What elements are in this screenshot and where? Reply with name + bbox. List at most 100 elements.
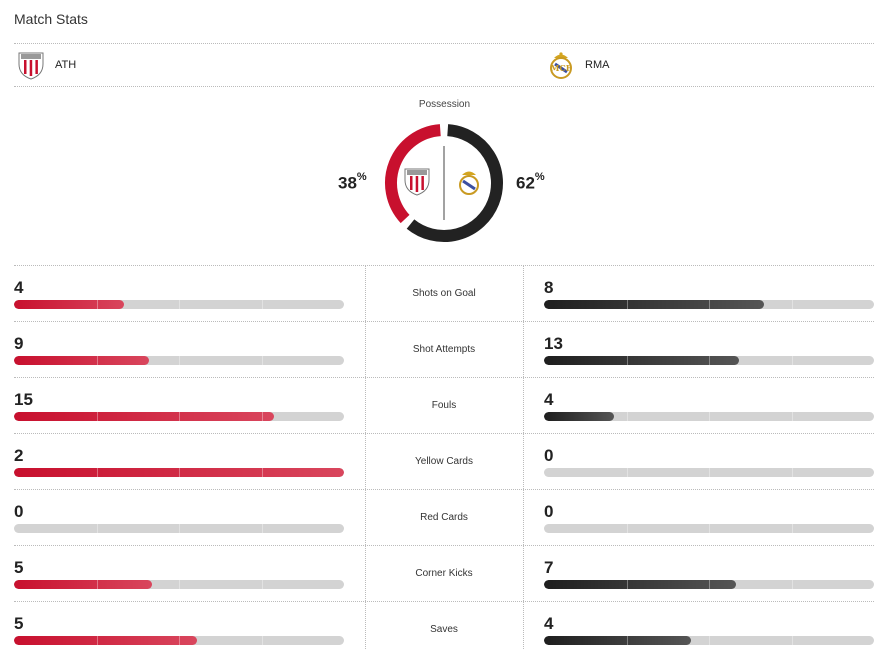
bar-tick <box>179 636 180 645</box>
divider <box>14 43 874 44</box>
bar-tick <box>709 636 710 645</box>
away-team-abbr: RMA <box>585 59 610 71</box>
bar-tick <box>627 524 628 533</box>
bar-tick <box>97 412 98 421</box>
stat-row: 5 Saves 4 <box>14 602 874 658</box>
home-stat-value: 9 <box>14 334 24 353</box>
stat-row: 9 Shot Attempts 13 <box>14 322 874 378</box>
bar-tick <box>179 580 180 589</box>
stat-label: Corner Kicks <box>415 568 473 579</box>
home-stat-bar <box>14 300 344 309</box>
home-stat-bar <box>14 524 344 533</box>
home-stat-value: 5 <box>14 614 24 633</box>
bar-tick <box>97 580 98 589</box>
away-stat-bar-fill <box>544 356 740 365</box>
home-stat-value: 5 <box>14 558 24 577</box>
bar-tick <box>627 636 628 645</box>
bar-tick <box>792 412 793 421</box>
away-possession-value: 62% <box>516 171 545 193</box>
bar-tick <box>792 636 793 645</box>
away-stat-value: 7 <box>544 558 554 577</box>
home-possession-value: 38% <box>338 171 367 193</box>
away-stat-bar <box>544 468 874 477</box>
bar-tick <box>627 356 628 365</box>
divider <box>14 545 874 546</box>
bar-tick <box>709 300 710 309</box>
stat-label: Yellow Cards <box>415 456 473 467</box>
home-stat-bar <box>14 356 344 365</box>
bar-tick <box>262 468 263 477</box>
home-team[interactable]: ATH <box>17 50 76 80</box>
stat-row: 2 Yellow Cards 0 <box>14 434 874 490</box>
bar-tick <box>262 412 263 421</box>
bar-tick <box>709 524 710 533</box>
stat-row: 15 Fouls 4 <box>14 378 874 434</box>
stat-row: 0 Red Cards 0 <box>14 490 874 546</box>
bar-tick <box>179 524 180 533</box>
athletic-club-crest-icon <box>17 50 45 80</box>
bar-tick <box>97 468 98 477</box>
stat-row: 4 Shots on Goal 8 <box>14 266 874 322</box>
away-stat-value: 4 <box>544 390 554 409</box>
bar-tick <box>97 300 98 309</box>
bar-tick <box>179 412 180 421</box>
away-stat-bar-fill <box>544 300 765 309</box>
bar-tick <box>97 524 98 533</box>
home-stat-value: 15 <box>14 390 33 409</box>
home-team-abbr: ATH <box>55 59 77 71</box>
home-stat-value: 2 <box>14 446 24 465</box>
home-stat-value: 4 <box>14 278 24 297</box>
away-team[interactable]: MCF RMA <box>547 50 609 80</box>
divider <box>14 321 874 322</box>
away-stat-bar <box>544 636 874 645</box>
bar-tick <box>262 636 263 645</box>
stat-label: Saves <box>430 624 458 635</box>
bar-tick <box>97 356 98 365</box>
divider <box>14 433 874 434</box>
away-stat-bar <box>544 580 874 589</box>
possession-donut-chart <box>385 124 503 242</box>
bar-tick <box>792 300 793 309</box>
divider <box>14 489 874 490</box>
svg-text:MCF: MCF <box>551 63 572 73</box>
stat-label: Fouls <box>431 400 457 411</box>
home-stat-bar-fill <box>14 300 124 309</box>
bar-tick <box>262 356 263 365</box>
athletic-club-crest-icon <box>404 168 430 196</box>
away-stat-bar <box>544 412 874 421</box>
divider <box>14 377 874 378</box>
bar-tick <box>709 356 710 365</box>
bar-tick <box>792 524 793 533</box>
divider <box>14 601 874 602</box>
home-stat-bar-fill <box>14 356 149 365</box>
home-possession-arc <box>385 124 441 224</box>
bar-tick <box>97 636 98 645</box>
bar-tick <box>262 524 263 533</box>
page-title: Match Stats <box>14 11 88 27</box>
away-stat-value: 8 <box>544 278 554 297</box>
bar-tick <box>179 468 180 477</box>
bar-tick <box>627 468 628 477</box>
bar-tick <box>179 356 180 365</box>
possession-label: Possession <box>418 99 471 110</box>
home-stat-bar <box>14 412 344 421</box>
bar-tick <box>627 580 628 589</box>
bar-tick <box>709 412 710 421</box>
stat-row: 5 Corner Kicks 7 <box>14 546 874 602</box>
bar-tick <box>262 580 263 589</box>
away-stat-value: 0 <box>544 446 554 465</box>
away-stat-value: 4 <box>544 614 554 633</box>
away-stat-bar-fill <box>544 412 614 421</box>
bar-tick <box>709 580 710 589</box>
real-madrid-crest-icon: MCF <box>547 50 575 80</box>
bar-tick <box>792 356 793 365</box>
bar-tick <box>179 300 180 309</box>
away-stat-value: 13 <box>544 334 563 353</box>
bar-tick <box>627 412 628 421</box>
home-stat-bar-fill <box>14 636 198 645</box>
bar-tick <box>627 300 628 309</box>
home-stat-bar-fill <box>14 468 344 477</box>
divider <box>14 265 874 266</box>
home-stat-bar <box>14 636 344 645</box>
home-stat-bar-fill <box>14 412 275 421</box>
